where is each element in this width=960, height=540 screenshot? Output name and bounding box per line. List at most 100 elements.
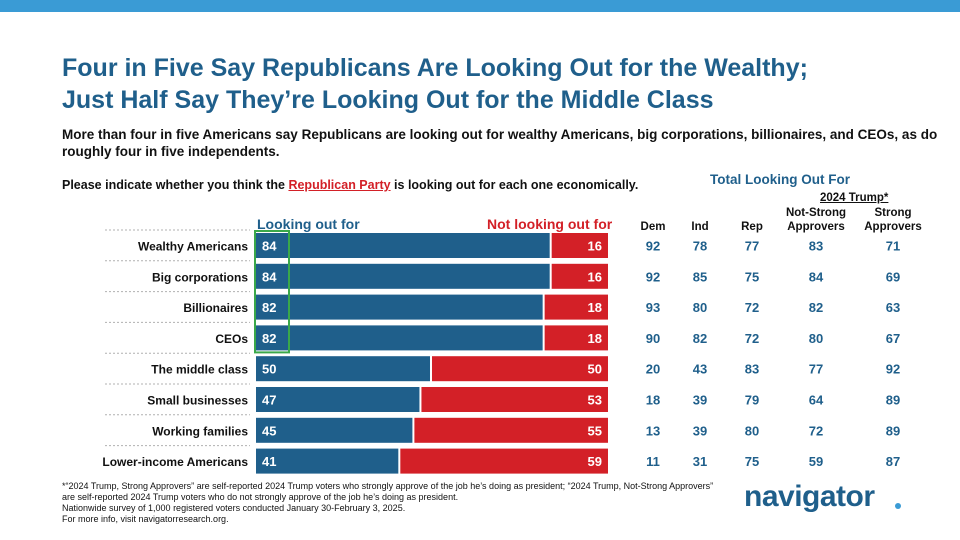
table-cell: 71 bbox=[886, 239, 900, 254]
table-cell: 92 bbox=[646, 269, 660, 284]
table-cell: 11 bbox=[646, 454, 660, 469]
table-cell: 87 bbox=[886, 454, 900, 469]
table-cell: 18 bbox=[646, 393, 660, 408]
table-cell: 67 bbox=[886, 331, 900, 346]
table-cell: 72 bbox=[745, 331, 759, 346]
value-not-looking-out-for: 55 bbox=[588, 423, 602, 438]
bar-looking-out-for bbox=[256, 356, 430, 382]
bar-not-looking-out-for bbox=[414, 417, 608, 443]
bar-looking-out-for bbox=[256, 387, 420, 412]
table-cell: 89 bbox=[886, 423, 900, 438]
table-cell: 69 bbox=[886, 269, 900, 284]
value-not-looking-out-for: 16 bbox=[588, 239, 602, 254]
table-cell: 79 bbox=[745, 393, 759, 408]
table-total-header: Total Looking Out For bbox=[710, 172, 850, 187]
legend-not-looking-out-for: Not looking out for bbox=[487, 216, 613, 232]
table-cell: 80 bbox=[745, 423, 759, 438]
table-cell: 75 bbox=[745, 269, 759, 284]
table-cell: 31 bbox=[693, 454, 707, 469]
title-line-1: Four in Five Say Republicans Are Looking… bbox=[62, 54, 808, 82]
table-cell: 72 bbox=[745, 300, 759, 315]
value-looking-out-for: 45 bbox=[262, 423, 276, 438]
highlight-box bbox=[254, 230, 290, 354]
bar-not-looking-out-for bbox=[544, 325, 608, 351]
category-label: Billionaires bbox=[183, 301, 248, 315]
table-cell: 77 bbox=[809, 362, 823, 377]
bar-looking-out-for bbox=[256, 294, 543, 320]
bar-not-looking-out-for bbox=[432, 356, 608, 382]
value-not-looking-out-for: 50 bbox=[588, 362, 602, 377]
value-not-looking-out-for: 18 bbox=[588, 331, 602, 346]
footnote-more-info: For more info, visit navigatorresearch.o… bbox=[62, 514, 229, 524]
table-cell: 20 bbox=[646, 362, 660, 377]
table-cell: 80 bbox=[809, 331, 823, 346]
question-prefix: Please indicate whether you think the bbox=[62, 178, 289, 192]
category-label: The middle class bbox=[151, 363, 248, 377]
col-header-strong: Strong Approvers bbox=[864, 207, 922, 233]
table-cell: 59 bbox=[809, 454, 823, 469]
value-looking-out-for: 84 bbox=[262, 239, 277, 254]
value-looking-out-for: 47 bbox=[262, 393, 276, 408]
table-cell: 80 bbox=[693, 300, 707, 315]
table-cell: 82 bbox=[693, 331, 707, 346]
col-header-not-strong: Not-Strong Approvers bbox=[785, 207, 847, 233]
table-cell: 75 bbox=[745, 454, 759, 469]
table-cell: 85 bbox=[693, 269, 707, 284]
footnotes: *“2024 Trump, Strong Approvers” are self… bbox=[62, 481, 722, 525]
col-header-dem: Dem bbox=[640, 221, 666, 233]
bar-not-looking-out-for bbox=[551, 263, 608, 289]
value-looking-out-for: 50 bbox=[262, 362, 276, 377]
bar-not-looking-out-for bbox=[421, 387, 608, 412]
col-header-ind: Ind bbox=[691, 221, 709, 233]
bar-not-looking-out-for bbox=[400, 448, 608, 474]
table-cell: 92 bbox=[886, 362, 900, 377]
table-cell: 78 bbox=[693, 239, 707, 254]
bar-looking-out-for bbox=[256, 448, 399, 474]
table-cell: 84 bbox=[809, 269, 824, 284]
bar-looking-out-for bbox=[256, 263, 550, 289]
table-cell: 89 bbox=[886, 393, 900, 408]
navigator-logo: navigator bbox=[744, 480, 875, 513]
category-label: Wealthy Americans bbox=[138, 240, 248, 254]
value-not-looking-out-for: 59 bbox=[588, 454, 602, 469]
legend-looking-out-for: Looking out for bbox=[257, 216, 360, 232]
logo-dot bbox=[895, 503, 901, 509]
question-suffix: is looking out for each one economically… bbox=[390, 178, 639, 192]
bar-not-looking-out-for bbox=[551, 233, 608, 258]
bar-looking-out-for bbox=[256, 233, 550, 258]
table-cell: 39 bbox=[693, 393, 707, 408]
value-looking-out-for: 82 bbox=[262, 300, 276, 315]
table-cell: 39 bbox=[693, 423, 707, 438]
question-party: Republican Party bbox=[288, 178, 391, 192]
title-line-2: Just Half Say They’re Looking Out for th… bbox=[62, 86, 714, 114]
category-label: Working families bbox=[152, 424, 248, 438]
slide-subtitle: More than four in five Americans say Rep… bbox=[62, 127, 938, 159]
value-not-looking-out-for: 53 bbox=[588, 393, 602, 408]
table-cell: 43 bbox=[693, 362, 707, 377]
table-cell: 77 bbox=[745, 239, 759, 254]
value-not-looking-out-for: 16 bbox=[588, 269, 602, 284]
table-trump-header: 2024 Trump* bbox=[820, 192, 889, 204]
table-cell: 64 bbox=[809, 393, 824, 408]
category-label: Small businesses bbox=[147, 394, 248, 408]
slide-title: Four in Five Say Republicans Are Looking… bbox=[62, 52, 942, 116]
table-cell: 92 bbox=[646, 239, 660, 254]
footnote-definition: *“2024 Trump, Strong Approvers” are self… bbox=[62, 481, 714, 502]
category-label: Big corporations bbox=[152, 270, 248, 284]
table-cell: 13 bbox=[646, 423, 660, 438]
col-header-rep: Rep bbox=[741, 221, 763, 233]
table-cell: 63 bbox=[886, 300, 900, 315]
survey-question: Please indicate whether you think the Re… bbox=[62, 178, 638, 192]
value-looking-out-for: 84 bbox=[262, 269, 277, 284]
table-cell: 90 bbox=[646, 331, 660, 346]
bar-looking-out-for bbox=[256, 417, 413, 443]
category-label: CEOs bbox=[215, 332, 248, 346]
value-not-looking-out-for: 18 bbox=[588, 300, 602, 315]
value-looking-out-for: 41 bbox=[262, 454, 276, 469]
value-looking-out-for: 82 bbox=[262, 331, 276, 346]
table-cell: 72 bbox=[809, 423, 823, 438]
bar-looking-out-for bbox=[256, 325, 543, 351]
table-cell: 93 bbox=[646, 300, 660, 315]
bar-not-looking-out-for bbox=[544, 294, 608, 320]
top-accent-bar bbox=[0, 0, 960, 12]
